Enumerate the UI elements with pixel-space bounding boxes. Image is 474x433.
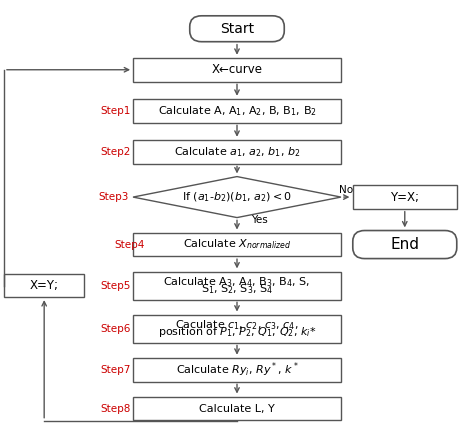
Text: Step2: Step2: [100, 147, 131, 157]
Text: Calculate A$_3$, A$_4$, B$_3$, B$_4$, S,: Calculate A$_3$, A$_4$, B$_3$, B$_4$, S,: [164, 275, 310, 289]
Bar: [133, 99, 341, 123]
Text: If $(a_1$-$b_2)(b_1$, $a_2)<0$: If $(a_1$-$b_2)(b_1$, $a_2)<0$: [182, 190, 292, 204]
Text: Calculate $X_{normalized}$: Calculate $X_{normalized}$: [183, 238, 291, 252]
Bar: [133, 140, 341, 164]
Bar: [133, 271, 341, 300]
Text: X←curve: X←curve: [211, 63, 263, 76]
Bar: [133, 358, 341, 381]
Text: S$_1$, S$_2$, S$_3$, S$_4$: S$_1$, S$_2$, S$_3$, S$_4$: [201, 282, 273, 296]
Text: End: End: [390, 237, 419, 252]
Text: Step4: Step4: [114, 239, 145, 249]
Text: X=Y;: X=Y;: [30, 279, 59, 292]
Text: Calculate $a_1$, $a_2$, $b_1$, $b_2$: Calculate $a_1$, $a_2$, $b_1$, $b_2$: [174, 145, 300, 158]
Bar: [133, 397, 341, 420]
Text: Step1: Step1: [100, 106, 131, 116]
Bar: [353, 185, 457, 209]
Bar: [4, 274, 84, 297]
Text: Y=X;: Y=X;: [390, 191, 419, 204]
Text: Step8: Step8: [100, 404, 131, 414]
Text: Calculate $Ry_i$, $Ry^*$, $k^*$: Calculate $Ry_i$, $Ry^*$, $k^*$: [175, 360, 299, 379]
Polygon shape: [133, 177, 341, 217]
Text: Calculate A, A$_1$, A$_2$, B, B$_1$, B$_2$: Calculate A, A$_1$, A$_2$, B, B$_1$, B$_…: [157, 104, 317, 118]
Text: Step6: Step6: [100, 324, 131, 334]
Bar: [133, 233, 341, 256]
Text: position of $P_1$, $P_2$, $Q_1$, $Q_2$, $k_i$*: position of $P_1$, $P_2$, $Q_1$, $Q_2$, …: [158, 325, 316, 339]
Text: Step7: Step7: [100, 365, 131, 375]
FancyBboxPatch shape: [353, 230, 457, 259]
Text: Calculate L, Y: Calculate L, Y: [199, 404, 275, 414]
FancyBboxPatch shape: [190, 16, 284, 42]
Text: Caculate $c_1$, $c_2$, $c_3$, $c_4$,: Caculate $c_1$, $c_2$, $c_3$, $c_4$,: [175, 318, 299, 332]
Text: Step3: Step3: [98, 192, 128, 202]
Text: Yes: Yes: [251, 214, 268, 225]
Bar: [133, 315, 341, 343]
Text: Step5: Step5: [100, 281, 131, 291]
Bar: [133, 58, 341, 82]
Text: Start: Start: [220, 22, 254, 36]
Text: No: No: [338, 185, 353, 195]
